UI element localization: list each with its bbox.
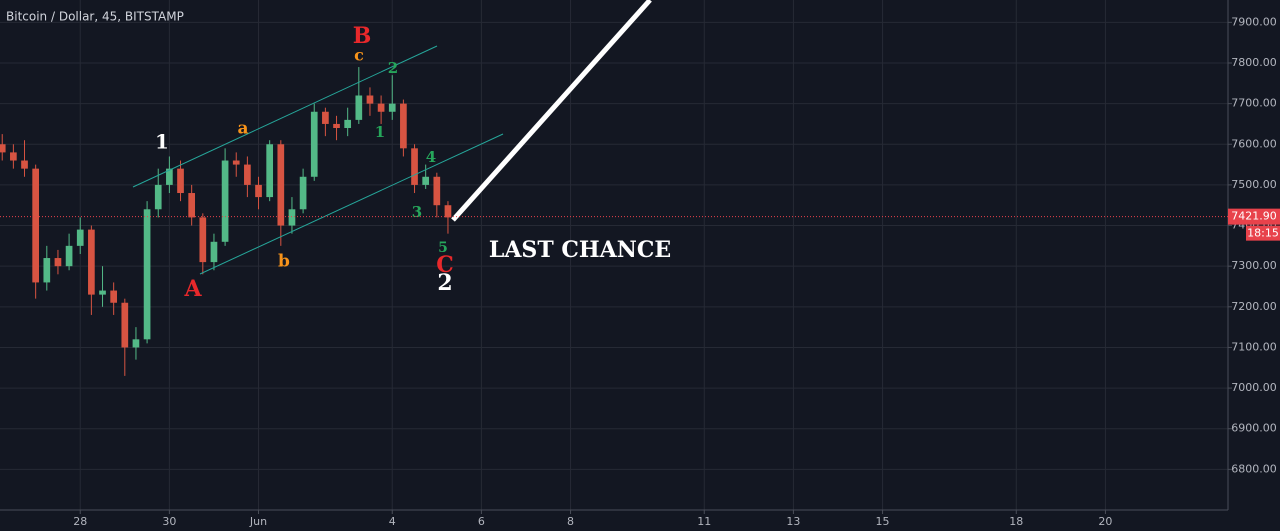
candle-body [366, 95, 374, 104]
annotation: c [354, 46, 364, 65]
candle-body [221, 160, 229, 242]
candle-body [65, 245, 73, 267]
grid [0, 0, 1228, 510]
candle-body [188, 193, 196, 218]
candle-body [355, 95, 363, 120]
annotation: B [353, 23, 372, 49]
channel-upper [132, 45, 438, 188]
last-price-label: 7421.90 [1231, 210, 1277, 223]
candles [0, 67, 452, 376]
candle-body [143, 209, 151, 340]
candle-body [43, 258, 51, 283]
projection-arrow [451, 0, 652, 222]
y-tick-label: 7900.00 [1231, 15, 1277, 28]
candle-body [322, 111, 329, 124]
candle-body [333, 123, 340, 129]
candle-body [0, 144, 6, 153]
x-tick-label: 11 [697, 515, 711, 528]
candle-body [400, 103, 407, 149]
annotation: A [183, 276, 202, 302]
candle-body [177, 168, 184, 194]
candle-body [266, 144, 274, 198]
countdown-tag [1246, 225, 1280, 241]
candle-body [244, 164, 251, 185]
countdown-label: 18:15 [1247, 227, 1279, 240]
candle-body [199, 217, 207, 263]
annotation: 3 [412, 203, 422, 221]
annotation: 4 [426, 148, 436, 166]
candle-body [21, 160, 28, 169]
y-tick-label: 7100.00 [1231, 340, 1277, 353]
candle-body [433, 176, 441, 206]
candle-body [422, 176, 430, 185]
candle-body [166, 168, 173, 185]
x-tick-label: 6 [478, 515, 485, 528]
annotation: 5 [438, 240, 448, 256]
annotation: 2 [437, 270, 452, 296]
x-tick-label: 30 [162, 515, 176, 528]
candle-body [411, 148, 418, 185]
candle-body [32, 168, 40, 283]
candle-body [121, 302, 129, 348]
candle-body [299, 176, 307, 210]
y-tick-label: 7200.00 [1231, 300, 1277, 313]
y-tick-label: 7000.00 [1231, 381, 1277, 394]
candle-body [288, 209, 296, 226]
annotation: a [237, 119, 248, 139]
candle-body [232, 160, 240, 165]
channel-lower [199, 133, 504, 275]
x-tick-label: 18 [1009, 515, 1023, 528]
candle-body [54, 258, 62, 267]
y-tick-label: 7800.00 [1231, 56, 1277, 69]
candle-body [388, 103, 396, 112]
candle-body [277, 144, 285, 226]
last-price-tag [1228, 208, 1280, 225]
annotation: LAST CHANCE [489, 237, 671, 263]
candle-body [255, 184, 262, 198]
annotation: 1 [375, 123, 385, 141]
candle-body [88, 229, 95, 295]
candle-body [210, 241, 218, 263]
y-tick-label: 6800.00 [1231, 462, 1277, 475]
x-tick-label: Jun [249, 515, 267, 528]
candle-body [76, 229, 84, 246]
x-tick-label: 28 [73, 515, 87, 528]
candle-body [344, 119, 352, 129]
y-tick-label: 7500.00 [1231, 178, 1277, 191]
x-tick-label: 8 [567, 515, 574, 528]
annotation: C [436, 252, 454, 278]
candle-body [444, 205, 452, 218]
candle-body [154, 184, 162, 210]
y-tick-label: 7700.00 [1231, 97, 1277, 110]
y-tick-label: 7600.00 [1231, 137, 1277, 150]
annotation: b [278, 252, 290, 272]
y-tick-label: 7300.00 [1231, 259, 1277, 272]
chart-title: Bitcoin / Dollar, 45, BITSTAMP [6, 10, 184, 24]
candle-body [10, 152, 17, 161]
annotation: 1 [155, 130, 169, 154]
candle-body [310, 111, 318, 177]
x-tick-label: 15 [876, 515, 890, 528]
x-tick-label: 13 [786, 515, 800, 528]
candle-body [110, 290, 118, 303]
candle-body [99, 290, 106, 295]
candle-body [132, 339, 140, 348]
x-tick-label: 20 [1098, 515, 1112, 528]
y-tick-label: 6900.00 [1231, 422, 1277, 435]
x-tick-label: 4 [389, 515, 396, 528]
annotation: 2 [388, 59, 398, 77]
candle-body [377, 103, 385, 112]
